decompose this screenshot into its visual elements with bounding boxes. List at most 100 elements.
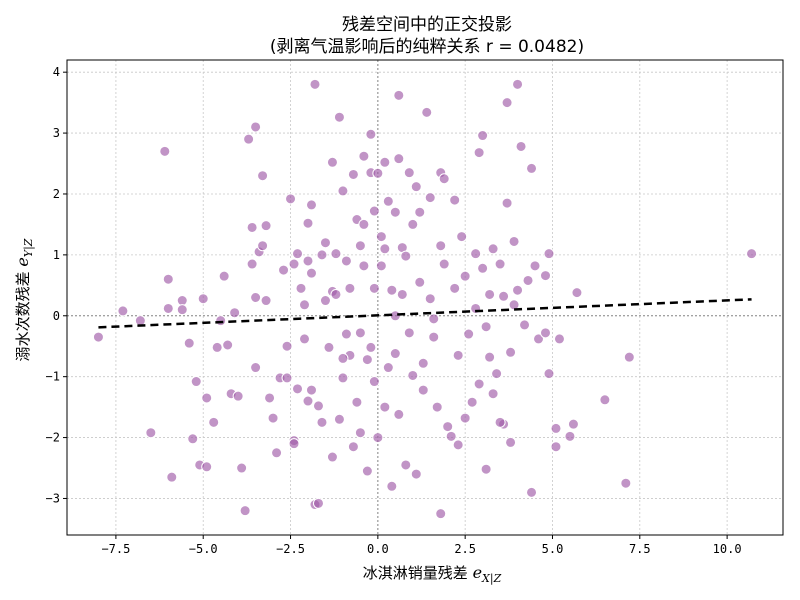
scatter-point: [246, 221, 258, 233]
scatter-point: [484, 351, 496, 363]
scatter-point: [400, 250, 412, 262]
scatter-point: [417, 384, 429, 396]
scatter-point: [302, 395, 314, 407]
scatter-point: [512, 284, 524, 296]
scatter-point: [620, 477, 632, 489]
y-axis-label: 溺水次数残差 eY|Z: [13, 238, 36, 361]
scatter-point: [183, 337, 195, 349]
scatter-point: [550, 422, 562, 434]
scatter-point: [305, 384, 317, 396]
scatter-point: [316, 416, 328, 428]
x-tick-label: −2.5: [276, 542, 305, 556]
scatter-point: [288, 438, 300, 450]
scatter-point: [162, 302, 174, 314]
y-tick-label: 3: [53, 126, 60, 140]
scatter-point: [222, 339, 234, 351]
scatter-point: [257, 170, 269, 182]
scatter-point: [299, 299, 311, 311]
scatter-point: [431, 401, 443, 413]
scatter-point: [319, 295, 331, 307]
scatter-point: [326, 451, 338, 463]
y-axis-label-subscript: Y|Z: [22, 238, 36, 257]
scatter-point: [414, 206, 426, 218]
scatter-point: [354, 427, 366, 439]
scatter-point: [470, 248, 482, 260]
scatter-point: [379, 401, 391, 413]
scatter-point: [239, 505, 251, 517]
scatter-point: [571, 287, 583, 299]
scatter-point: [508, 299, 520, 311]
scatter-point: [344, 282, 356, 294]
scatter-point: [337, 372, 349, 384]
scatter-point: [201, 392, 213, 404]
scatter-point: [236, 462, 248, 474]
scatter-point: [340, 255, 352, 267]
scatter-point: [229, 307, 241, 319]
scatter-point: [361, 465, 373, 477]
scatter-point: [117, 305, 129, 317]
scatter-point: [393, 153, 405, 165]
scatter-point: [302, 255, 314, 267]
plot-frame: [66, 59, 784, 536]
y-tick-label: −3: [46, 491, 60, 505]
scatter-point: [526, 162, 538, 174]
scatter-point: [365, 128, 377, 140]
scatter-point: [288, 258, 300, 270]
scatter-point: [553, 333, 565, 345]
scatter-point: [358, 218, 370, 230]
scatter-point: [421, 106, 433, 118]
scatter-point: [508, 235, 520, 247]
scatter-point: [480, 321, 492, 333]
scatter-point: [417, 357, 429, 369]
scatter-point: [393, 408, 405, 420]
scatter-point: [243, 133, 255, 145]
scatter-point: [452, 439, 464, 451]
scatter-point: [599, 394, 611, 406]
scatter-point: [176, 295, 188, 307]
scatter-point: [550, 441, 562, 453]
scatter-point: [361, 354, 373, 366]
scatter-point: [250, 292, 262, 303]
scatter-point: [438, 173, 450, 185]
scatter-point: [400, 459, 412, 471]
x-tick-label: −7.5: [101, 542, 130, 556]
x-axis-label-symbol: e: [473, 563, 482, 582]
x-tick-label: 5.0: [542, 542, 564, 556]
scatter-point: [389, 206, 401, 218]
scatter-point: [295, 282, 307, 294]
scatter-point: [372, 167, 384, 179]
scatter-point: [424, 293, 436, 305]
scatter-point: [305, 199, 317, 211]
scatter-point: [281, 340, 293, 352]
scatter-point: [477, 262, 489, 274]
scatter-point: [519, 319, 531, 331]
scatter-point: [466, 396, 478, 408]
scatter-point: [567, 418, 579, 430]
scatter-point: [501, 197, 513, 209]
scatter-point: [491, 368, 503, 380]
scatter-point: [281, 372, 293, 384]
scatter-point: [368, 282, 380, 294]
scatter-point: [428, 313, 440, 325]
scatter-point: [208, 416, 220, 428]
scatter-point: [386, 284, 398, 296]
scatter-point: [393, 89, 405, 101]
scatter-point: [428, 331, 440, 343]
scatter-point: [145, 427, 157, 439]
scatter-point: [449, 282, 461, 294]
scatter-point: [292, 383, 304, 395]
fit-line-group: [98, 298, 752, 329]
scatter-point: [410, 468, 422, 480]
y-tick-label: 1: [53, 248, 60, 262]
scatter-point: [396, 288, 408, 300]
scatter-point: [330, 288, 342, 300]
scatter-point: [445, 430, 457, 442]
scatter-point: [337, 185, 349, 197]
y-tick-label: 0: [53, 309, 60, 323]
scatter-point: [389, 348, 401, 360]
scatter-point: [92, 331, 104, 343]
scatter-point: [498, 290, 510, 302]
scatter-point: [410, 181, 422, 193]
y-axis-label-symbol: e: [13, 257, 32, 266]
x-tick-label: 2.5: [454, 542, 476, 556]
